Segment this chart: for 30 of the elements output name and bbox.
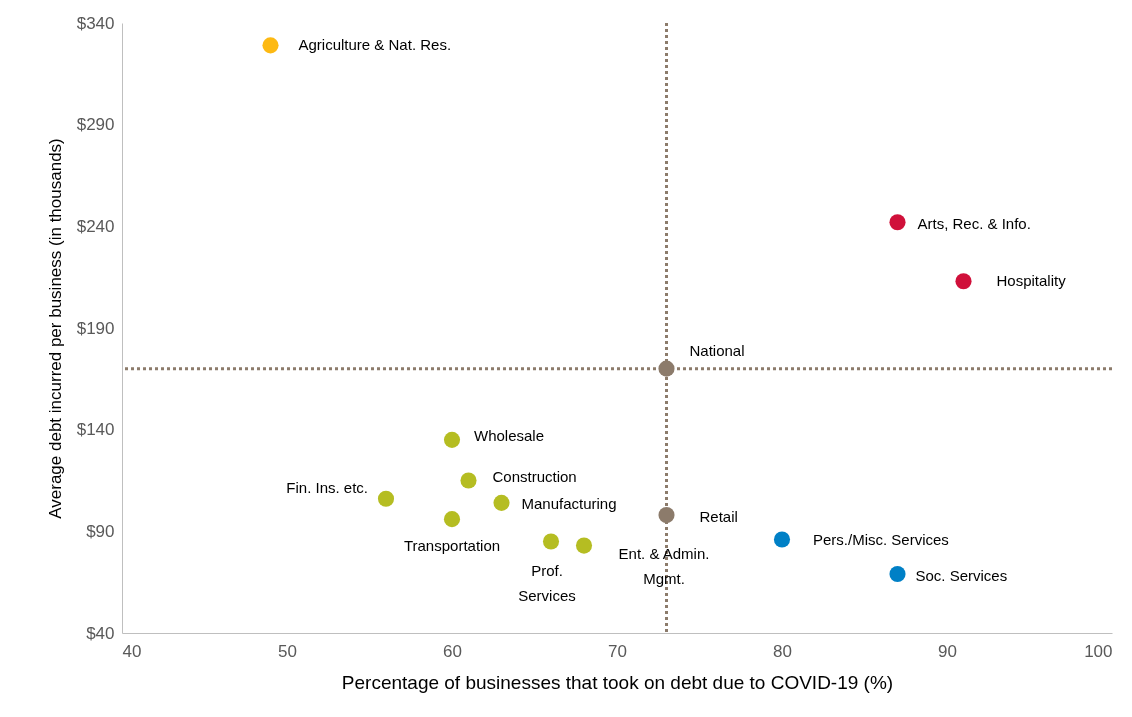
annotation: Soc. Services xyxy=(915,567,1008,585)
y-tick-label: $140 xyxy=(76,420,115,440)
annotation: Arts, Rec. & Info. xyxy=(917,215,1031,233)
annotation: Agriculture & Nat. Res. xyxy=(298,36,452,54)
annotation: Retail xyxy=(699,508,738,526)
annotation: Hospitality xyxy=(996,272,1067,290)
x-tick-label: 80 xyxy=(773,641,792,661)
y-tick-label: $240 xyxy=(76,216,115,236)
y-tick-label: $340 xyxy=(76,13,115,33)
annotation: Pers./Misc. Services xyxy=(813,531,949,549)
annotation: Transportation xyxy=(403,537,501,555)
x-axis-title: Percentage of businesses that took on debt due to COVID-19 (%) xyxy=(341,671,894,693)
x-tick-label: 90 xyxy=(938,641,957,661)
annotation: Prof. Services xyxy=(518,561,576,604)
annotation: Construction xyxy=(492,467,577,485)
annotation: Ent. & Admin. Mgmt. xyxy=(618,544,710,587)
y-tick-label: $290 xyxy=(76,115,115,135)
annotation: Manufacturing xyxy=(521,494,617,512)
x-tick-label: 70 xyxy=(608,641,627,661)
annotation: Wholesale xyxy=(474,426,545,444)
x-tick-label: 50 xyxy=(278,641,297,661)
annotation: National xyxy=(689,341,745,359)
annotation: Fin. Ins. etc. xyxy=(286,478,368,496)
x-tick-label: 60 xyxy=(443,641,462,661)
x-tick-label: 100 xyxy=(1084,641,1113,661)
y-tick-label: $40 xyxy=(86,623,115,643)
y-tick-label: $90 xyxy=(86,521,115,541)
x-tick-label: 40 xyxy=(122,641,142,661)
y-tick-label: $190 xyxy=(76,318,115,338)
y-axis-title: Average debt incurred per business (in thousands) xyxy=(45,138,65,519)
